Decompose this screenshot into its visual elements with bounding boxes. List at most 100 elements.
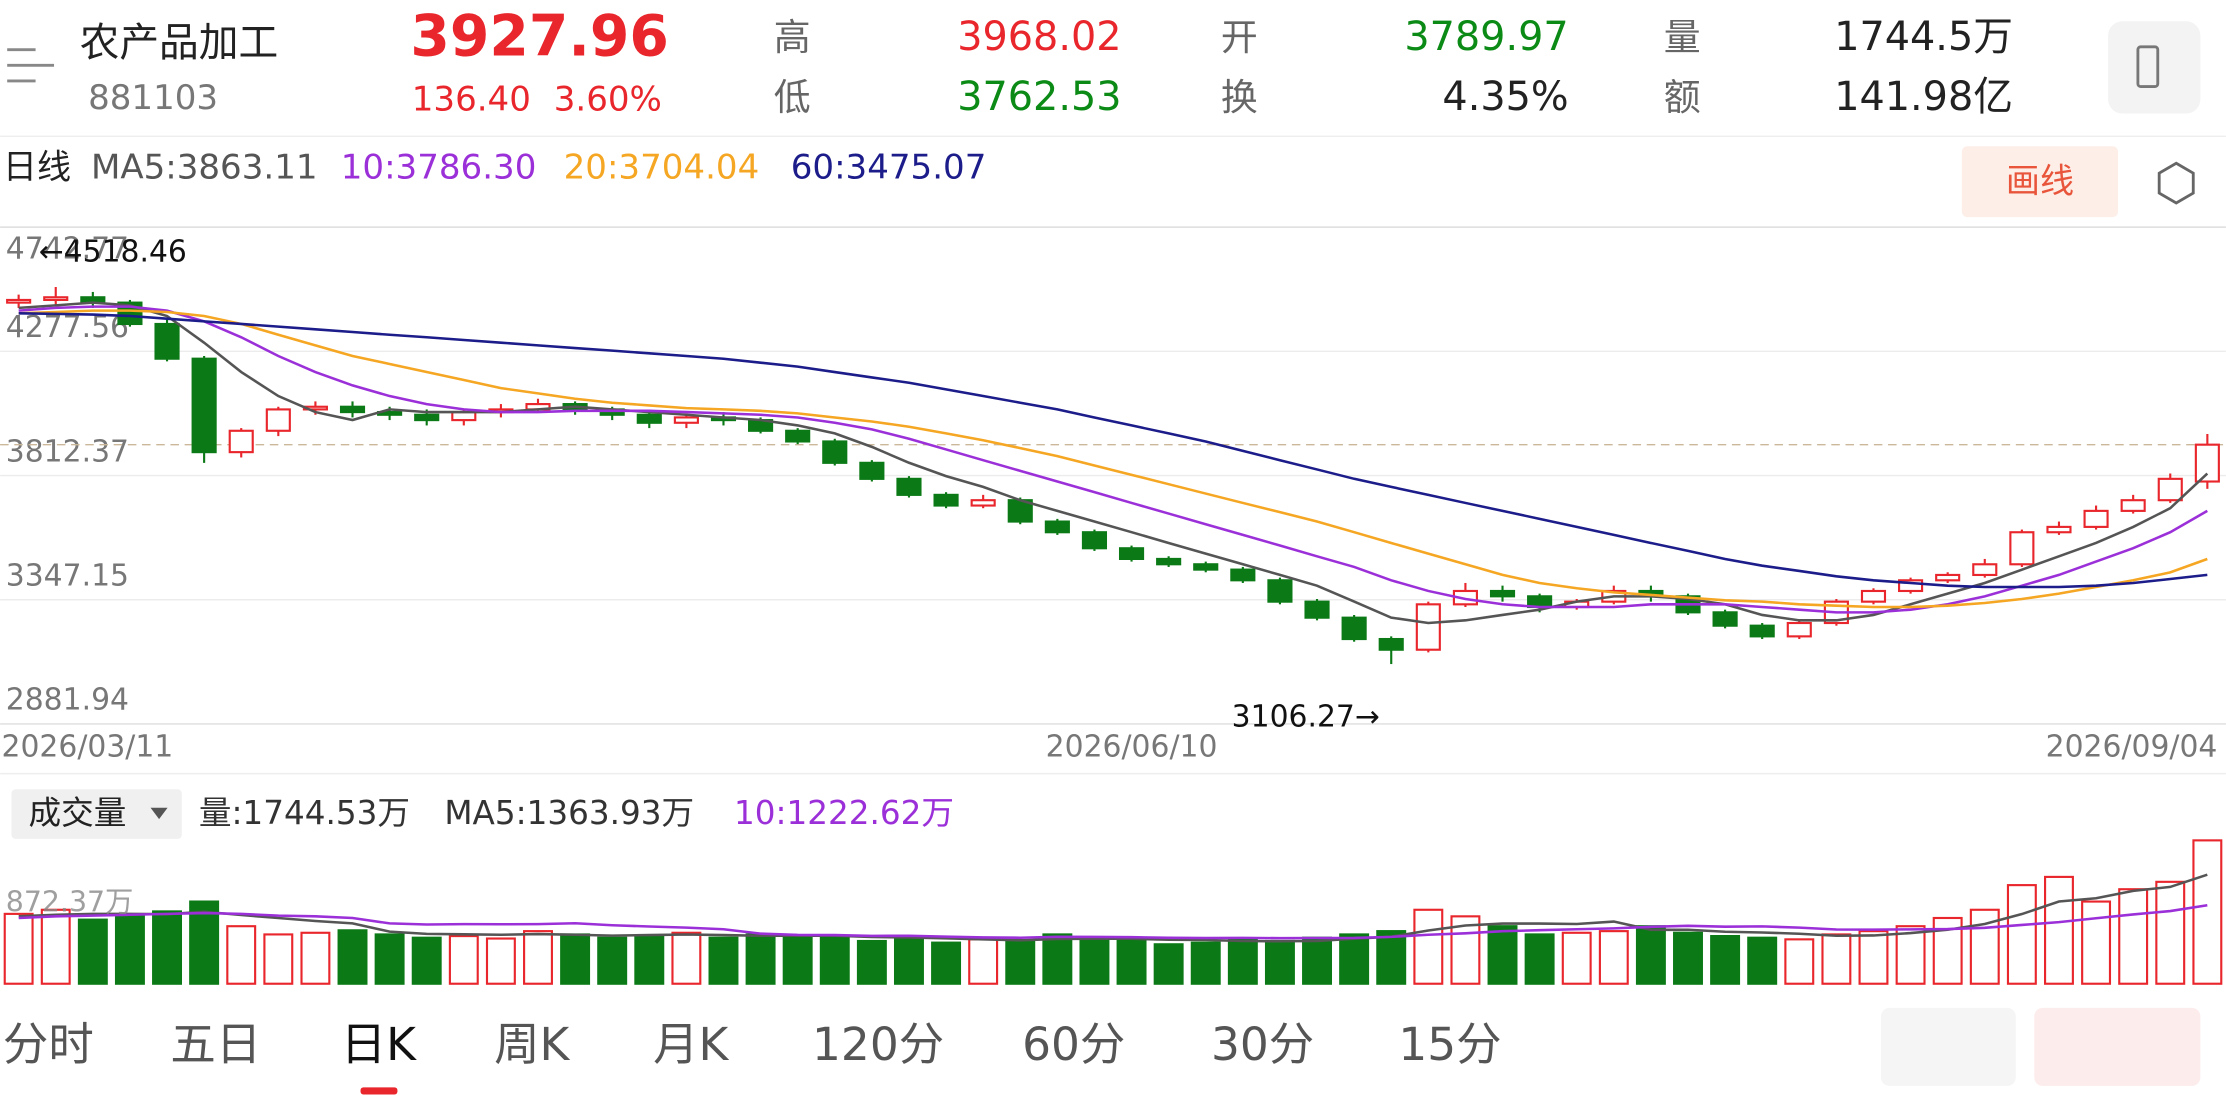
legend-entry: 60:3475.07 <box>791 147 987 187</box>
legend-entry: 20:3704.04 <box>564 147 760 187</box>
candle-body <box>1712 611 1738 627</box>
volume-label: 量:1744.53万 <box>199 794 410 832</box>
stock-code: 881103 <box>88 78 218 118</box>
candle-body <box>1267 579 1293 603</box>
volume-bar <box>1376 930 1407 985</box>
volume-ma-line <box>18 903 2208 940</box>
settings-icon[interactable] <box>2157 161 2195 205</box>
candle-body <box>414 413 440 422</box>
candle-body <box>1193 563 1219 571</box>
y-tick-label: 2881.94 <box>6 683 129 718</box>
volume-bar <box>2192 839 2223 985</box>
volume-bar <box>523 930 553 985</box>
period-label: 日线 <box>3 147 71 187</box>
y-tick-label: 3347.15 <box>6 559 129 594</box>
tab[interactable]: 120分 <box>812 1018 944 1071</box>
volume-bar <box>2081 900 2112 985</box>
annotation: 3106.27→ <box>1232 700 1380 735</box>
field-label: 换 <box>1221 76 1258 119</box>
candle-body <box>265 408 291 432</box>
change: 136.40 <box>412 79 531 119</box>
field-label: 开 <box>1221 16 1258 59</box>
field-value: 3762.53 <box>957 74 1121 120</box>
tab[interactable]: 30分 <box>1211 1018 1314 1071</box>
draw-button-label: 画线 <box>2006 162 2074 202</box>
dropdown-arrow <box>150 807 168 820</box>
dynamic: 高 3968.02 低 3762.53 开 3789.97 换 4.35% 量 1744.5万额 1… <box>0 14 2226 1095</box>
tab[interactable]: 周K <box>494 1018 570 1071</box>
tab-indicator <box>360 1087 398 1095</box>
x-tick-label: 2026/09/04 <box>2046 730 2218 765</box>
legend-entry: MA5:1363.93万 <box>444 794 694 832</box>
volume-bar <box>1005 939 1036 985</box>
candle-body <box>1786 621 1812 638</box>
layout-button[interactable] <box>1880 1007 2016 1086</box>
volume-bar <box>411 936 442 985</box>
volume-bar <box>2118 888 2149 985</box>
candle-body <box>154 322 180 360</box>
volume-bar <box>226 925 257 985</box>
tab[interactable]: 日K <box>341 1018 417 1071</box>
x-tick-label: 2026/06/10 <box>1046 730 1218 765</box>
ma-line <box>18 301 2209 625</box>
candle-body <box>1860 589 1887 603</box>
menu-icon[interactable] <box>7 48 55 83</box>
annotation: ←4518.46 <box>39 234 187 269</box>
tab[interactable]: 60分 <box>1022 1018 1125 1071</box>
volume-bar <box>1153 943 1184 985</box>
ma-line <box>18 309 2208 609</box>
stock-name: 农产品加工 <box>80 20 279 66</box>
volume-bar <box>893 936 924 985</box>
volume-bar <box>337 929 368 985</box>
layout-button[interactable] <box>2034 1007 2201 1086</box>
volume-ma-line <box>18 873 2208 943</box>
candle-body <box>1230 568 1256 582</box>
volume-bar <box>2155 880 2186 985</box>
candle-body <box>859 461 885 480</box>
candle-body <box>1935 573 1961 582</box>
draw-button[interactable] <box>1961 146 2119 218</box>
field-value: 1744.5万 <box>1834 14 2013 60</box>
volume-bar <box>1339 933 1370 985</box>
tab[interactable]: 15分 <box>1398 1018 1501 1071</box>
legend-entry: 10:1222.62万 <box>734 794 954 832</box>
volume-bar <box>1264 939 1295 985</box>
candle-body <box>6 298 32 304</box>
candle-body <box>2194 443 2220 483</box>
x-tick-label: 2026/03/11 <box>2 730 174 765</box>
volume-bar <box>1227 938 1258 985</box>
volume-bar <box>2043 875 2074 985</box>
volume-bar <box>2006 884 2037 985</box>
volume-selector[interactable] <box>11 789 182 839</box>
candle-body <box>1341 616 1367 641</box>
tab[interactable]: 五日 <box>170 1018 261 1071</box>
candle-body <box>2157 477 2183 502</box>
candle-body <box>636 413 662 424</box>
volume-bar <box>1302 936 1333 985</box>
field-value: 4.35% <box>1442 74 1568 120</box>
volume-bar <box>1524 933 1555 985</box>
volume-bar <box>1487 925 1518 985</box>
candle-body <box>933 493 959 507</box>
volume-bar <box>263 933 294 985</box>
volume-bar <box>968 938 999 985</box>
tab[interactable]: 月K <box>653 1018 729 1071</box>
field-label: 高 <box>774 16 811 59</box>
candle-body <box>43 296 69 302</box>
candle-body <box>1378 637 1404 651</box>
volume-bar <box>782 936 813 985</box>
candle-body <box>2083 509 2109 528</box>
candle-body <box>191 357 217 454</box>
candle-body <box>1081 531 1108 550</box>
candle-body <box>2046 525 2072 534</box>
candle-body <box>228 429 254 454</box>
tab[interactable]: 分时 <box>3 1018 94 1071</box>
candle-body <box>2120 499 2146 512</box>
volume-bar <box>634 935 665 985</box>
device-button[interactable] <box>2108 21 2201 114</box>
candle-body <box>1118 547 1145 561</box>
device-icon <box>2136 45 2160 89</box>
candle-body <box>896 477 922 496</box>
